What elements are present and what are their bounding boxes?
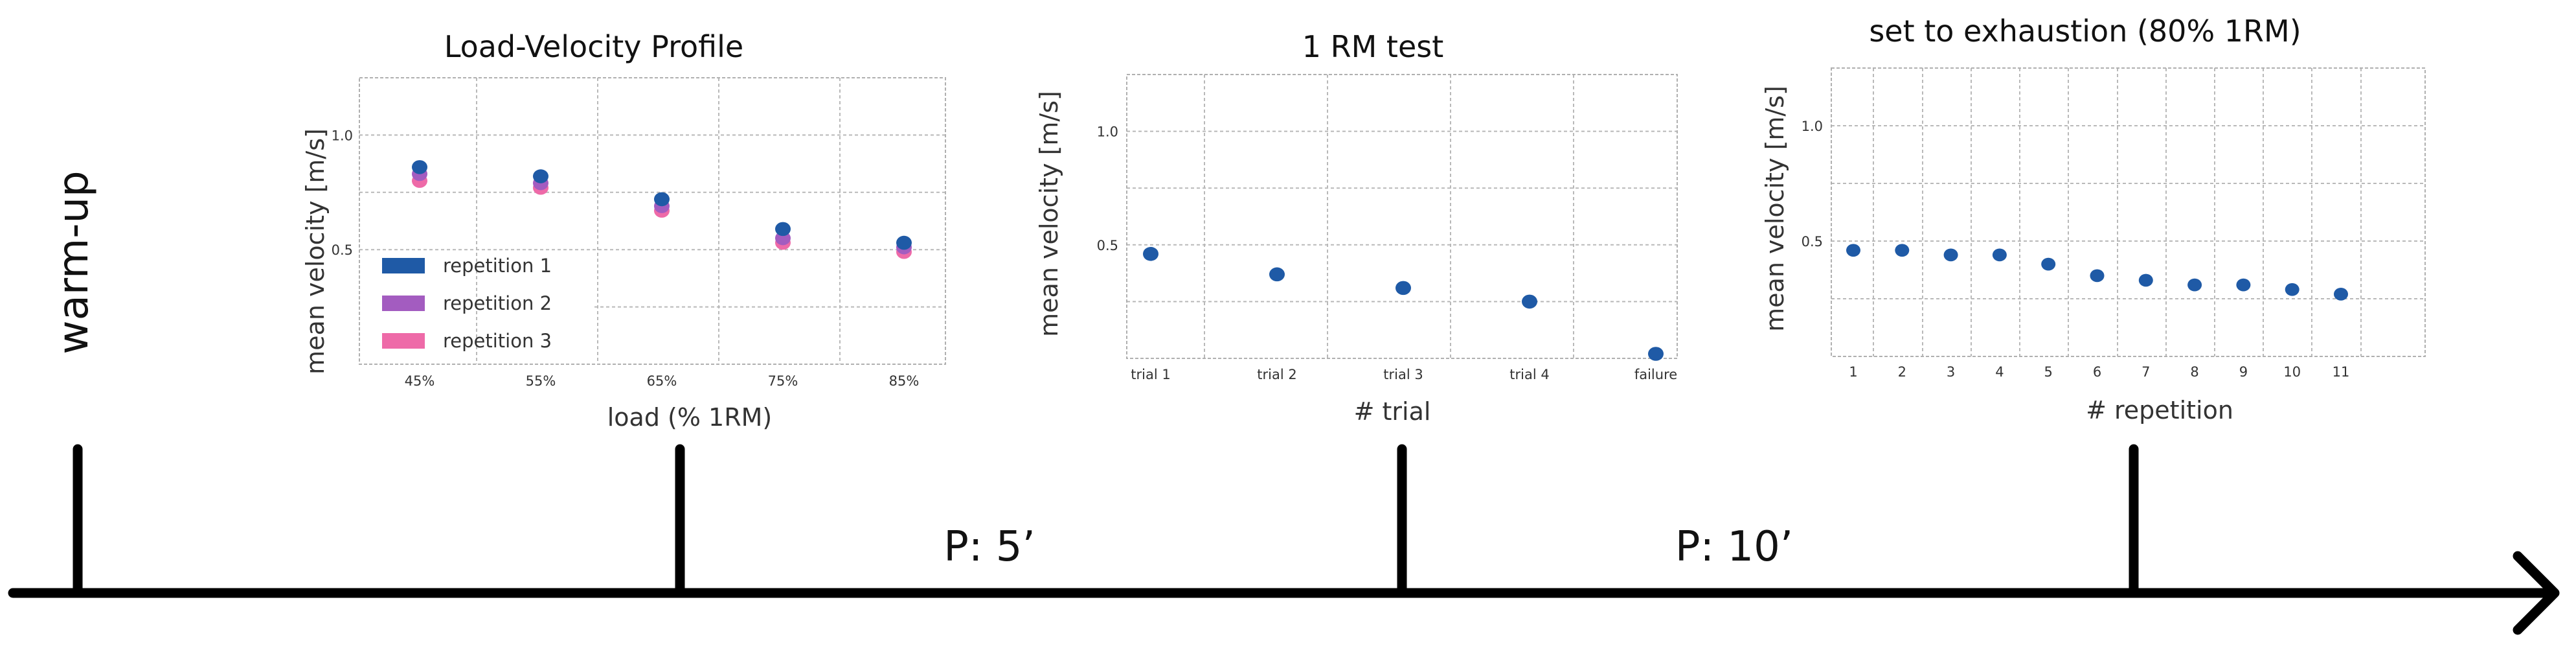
x-tick-label: 10 [2283,364,2301,380]
warm-up-label: warm-up [50,170,98,354]
y-tick-label: 0.5 [1097,238,1118,253]
timeline: warm-up P: 5’ P: 10’ [8,170,2560,635]
arrow-right-icon [2513,551,2560,635]
data-point-series-1 [1269,267,1285,282]
x-tick-label: 1 [1849,364,1857,380]
y-axis-label: mean velocity [m/s] [301,128,330,375]
legend-swatch [382,333,425,349]
y-tick-label: 1.0 [1802,119,1823,134]
data-point-series-1 [2041,257,2056,271]
data-point-series-1 [2285,283,2299,296]
legend-swatch [382,296,425,311]
data-point-series-1 [2187,278,2202,292]
chart-title: Load-Velocity Profile [444,29,743,64]
data-point-series-1 [412,160,427,174]
x-tick-label: trial 3 [1383,367,1423,382]
data-point-series-1 [1992,248,2007,262]
x-tick-label: 9 [2239,364,2248,380]
y-axis-label: mean velocity [m/s] [1035,91,1063,337]
chart-title: set to exhaustion (80% 1RM) [1869,14,2301,49]
x-tick-label: trial 4 [1509,367,1549,382]
x-tick-label: trial 1 [1131,367,1170,382]
data-point-series-1 [2138,273,2153,287]
plot-frame [359,77,946,365]
data-point-series-1 [896,235,912,250]
x-tick-label: failure [1634,367,1677,382]
x-tick-label: 2 [1898,364,1906,380]
x-tick-label: 6 [2093,364,2101,380]
y-tick-label: 0.5 [1802,234,1823,250]
data-point-series-1 [1846,244,1860,257]
plot-grid [1127,75,1677,358]
plot-frame [1126,74,1678,359]
plot-grid [359,78,945,364]
legend-swatch [382,258,425,273]
pause-label-10: P: 10’ [1675,523,1793,571]
data-point-series-1 [1648,347,1664,361]
x-tick-label: 65% [647,373,677,389]
x-tick-label: 11 [2333,364,2350,380]
data-point-series-1 [1943,248,1958,262]
x-axis-label: # repetition [2086,396,2233,424]
x-tick-label: trial 2 [1257,367,1296,382]
x-axis-label: load (% 1RM) [607,403,773,432]
data-point-series-1 [2090,269,2105,283]
x-tick-label: 5 [2044,364,2053,380]
x-tick-label: 55% [526,373,556,389]
legend-label: repetition 2 [443,292,552,314]
data-point-series-1 [2236,278,2251,292]
x-tick-label: 85% [889,373,920,389]
x-tick-label: 45% [405,373,435,389]
x-tick-label: 4 [1995,364,2004,380]
x-tick-label: 8 [2190,364,2198,380]
data-point-series-1 [1143,247,1158,261]
x-tick-label: 7 [2141,364,2150,380]
data-point-series-1 [654,192,670,207]
x-tick-label: 3 [1947,364,1955,380]
y-tick-label: 0.5 [332,242,353,258]
one-rm-test-chart: 1 RM test mean velocity [m/s] # trial 0.… [1035,29,1678,426]
chart-title: 1 RM test [1302,29,1444,64]
x-axis-label: # trial [1354,397,1431,426]
data-point-series-1 [775,222,791,237]
x-tick-label: 75% [768,373,798,389]
y-tick-label: 1.0 [1097,124,1118,140]
data-point-series-1 [533,169,548,183]
y-tick-label: 1.0 [332,128,353,143]
load-velocity-chart: Load-Velocity Profile mean velocity [m/s… [301,29,946,432]
legend-label: repetition 1 [443,255,552,277]
data-point-series-1 [1395,281,1411,296]
data-point-series-1 [2334,287,2348,301]
chart-legend: repetition 1 repetition 2 repetition 3 [382,255,552,352]
plot-grid [1831,68,2425,356]
y-axis-label: mean velocity [m/s] [1761,86,1789,332]
legend-label: repetition 3 [443,330,552,352]
data-point-series-1 [1522,294,1537,309]
set-to-exhaustion-chart: set to exhaustion (80% 1RM) mean velocit… [1761,14,2426,424]
plot-frame [1831,67,2426,357]
data-point-series-1 [1895,244,1910,257]
pause-label-5: P: 5’ [943,523,1035,571]
